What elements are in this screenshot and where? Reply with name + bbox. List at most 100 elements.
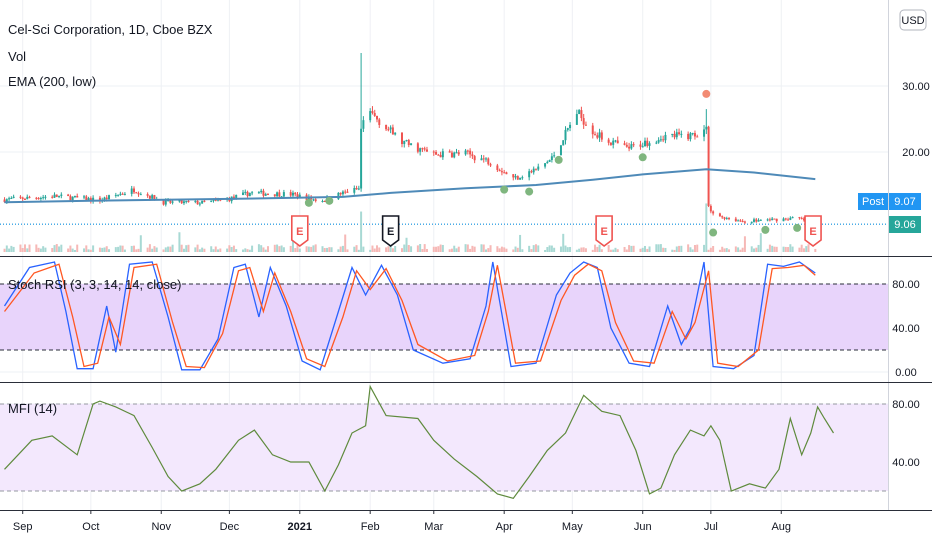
time-tick-label: Aug	[771, 521, 791, 533]
volume-bar	[503, 247, 506, 252]
volume-bar	[496, 246, 499, 252]
earnings-marker[interactable]: E	[804, 215, 822, 247]
candle-body	[103, 197, 106, 200]
candle-body	[609, 142, 612, 145]
earnings-letter: E	[600, 226, 607, 238]
ema-legend[interactable]: EMA (200, low)	[8, 74, 96, 89]
earnings-marker[interactable]: E	[595, 215, 613, 247]
candle-body	[185, 201, 188, 203]
volume-bar	[114, 247, 117, 252]
candle-body	[453, 152, 456, 158]
candle-body	[187, 201, 190, 203]
volume-bar	[689, 247, 692, 252]
candle-body	[123, 193, 126, 195]
volume-bar	[321, 246, 324, 252]
candle-body	[282, 192, 285, 197]
earnings-icon	[595, 215, 613, 247]
candle-body	[266, 194, 269, 196]
candle-body	[643, 140, 646, 147]
volume-bar	[230, 246, 233, 252]
volume-legend[interactable]: Vol	[8, 49, 26, 64]
price-tick-label: 20.00	[902, 147, 930, 159]
signal-dot	[761, 225, 770, 234]
volume-bar	[21, 248, 24, 252]
candle-body	[23, 198, 26, 200]
candle-body	[92, 197, 95, 202]
candle-body	[391, 127, 394, 135]
currency-button[interactable]: USD	[899, 9, 927, 31]
volume-bar	[135, 249, 138, 252]
volume-bar	[101, 247, 104, 252]
volume-bar	[291, 233, 294, 252]
volume-bar	[217, 249, 220, 252]
candle-body	[37, 198, 40, 200]
mfi-legend[interactable]: MFI (14)	[8, 401, 57, 416]
volume-bar	[743, 236, 746, 252]
candle-body	[734, 218, 737, 222]
volume-bar	[750, 246, 753, 252]
stoch-rsi-legend[interactable]: Stoch RSI (3, 3, 14, 14, close)	[8, 277, 181, 292]
volume-bar	[278, 246, 281, 252]
volume-bar	[280, 245, 283, 252]
candle-body	[26, 196, 29, 200]
volume-bar	[482, 244, 485, 252]
candle-body	[44, 196, 47, 198]
candle-body	[194, 200, 197, 202]
volume-bar	[805, 246, 808, 252]
volume-bar	[60, 244, 63, 252]
volume-bar	[196, 244, 199, 252]
volume-bar	[787, 247, 790, 252]
candle-body	[419, 148, 422, 152]
volume-bar	[534, 244, 537, 252]
candle-body	[130, 188, 133, 194]
signal-dot	[325, 196, 334, 205]
volume-bar	[37, 247, 40, 252]
candle-body	[321, 200, 324, 202]
time-tick-label: Feb	[361, 521, 380, 533]
candle-body	[35, 197, 38, 199]
volume-bar	[678, 245, 681, 252]
volume-bar	[775, 246, 778, 252]
volume-bar	[532, 245, 535, 252]
symbol-legend[interactable]: Cel-Sci Corporation, 1D, Cboe BZX	[8, 22, 213, 37]
volume-bar	[655, 244, 658, 252]
candle-body	[425, 149, 428, 152]
volume-bar	[712, 246, 715, 252]
volume-bar	[709, 247, 712, 252]
indicator-series	[3, 168, 835, 499]
volume-bar	[246, 249, 249, 252]
candle-body	[768, 219, 771, 221]
volume-bar	[178, 232, 181, 252]
candle-body	[800, 217, 803, 219]
candle-body	[423, 148, 426, 150]
volume-bar	[119, 245, 122, 252]
earnings-marker[interactable]: E	[381, 215, 400, 247]
earnings-icon	[804, 215, 822, 247]
candle-body	[728, 218, 731, 220]
candle-body	[657, 140, 660, 143]
volume-bar	[85, 245, 88, 252]
candle-body	[294, 192, 297, 195]
signal-dot	[525, 187, 534, 196]
volume-bar	[341, 245, 344, 252]
volume-bar	[373, 248, 376, 252]
candle-body	[712, 211, 715, 214]
price-tick-label: 30.00	[902, 81, 930, 93]
candle-body	[289, 192, 292, 196]
candle-body	[385, 124, 388, 130]
volume-bar	[814, 248, 817, 252]
volume-bar	[782, 246, 785, 252]
time-tick-label: Apr	[496, 521, 513, 533]
candle-body	[19, 196, 22, 198]
volume-bar	[8, 248, 11, 252]
volume-bar	[789, 244, 792, 252]
volume-bar	[728, 249, 731, 252]
candle-body	[85, 196, 88, 201]
candle-body	[659, 139, 662, 141]
volume-bar	[262, 247, 265, 252]
candle-body	[355, 188, 358, 190]
earnings-marker[interactable]: E	[290, 215, 309, 247]
candle-body	[400, 132, 403, 145]
